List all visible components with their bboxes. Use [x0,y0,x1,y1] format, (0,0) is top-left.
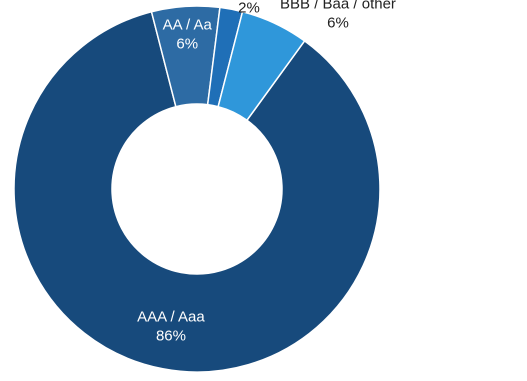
slice-label: AA / Aa 6% [163,16,213,52]
slice-label-category: AAA / Aaa [137,309,205,326]
slice-label-value: 86% [156,328,186,345]
slice-label: BBB / Baa / other 6% [280,0,396,32]
slice-label: A / A2% [234,0,265,16]
slice-label-category: BBB / Baa / other [280,0,396,13]
slice-label: AAA / Aaa 86% [137,309,205,345]
slice-aaa-aaa [13,10,381,373]
slice-label-category: AA / Aa [163,16,213,33]
slice-labels: AAA / Aaa 86% AA / Aa 6% A / A2% BBB / Baa / … [137,0,396,345]
slice-bbb-baa-other [217,10,306,122]
slice-label-value: 6% [176,35,198,52]
slice-label-value: 2% [238,0,260,16]
donut-slices [13,5,381,373]
slice-label-value: 6% [327,15,349,32]
